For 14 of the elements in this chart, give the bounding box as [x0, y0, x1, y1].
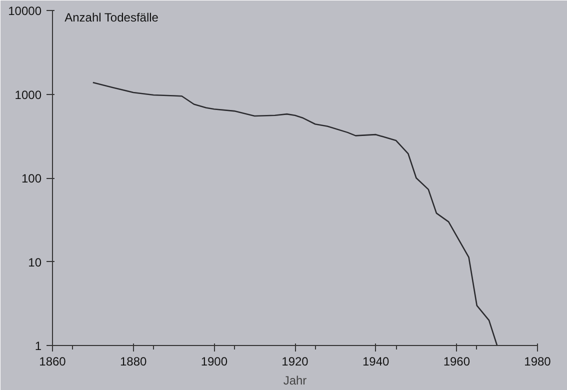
y-tick-label: 1	[34, 339, 42, 353]
y-axis-title: Anzahl Todesfälle	[64, 10, 159, 24]
x-tick-label: 1880	[120, 354, 148, 368]
x-tick-label: 1960	[443, 354, 470, 368]
x-tick-label: 1900	[200, 354, 228, 368]
x-tick-label: 1980	[524, 354, 552, 368]
x-tick-label: 1940	[362, 354, 390, 368]
x-tick-label: 1920	[282, 354, 309, 368]
y-tick-label: 100	[21, 172, 42, 186]
x-tick-label: 1860	[39, 354, 66, 368]
y-tick-label: 10	[28, 255, 42, 270]
x-axis-title: Jahr	[283, 374, 307, 388]
y-tick-label: 10000	[8, 4, 42, 18]
y-tick-label: 1000	[14, 88, 42, 102]
